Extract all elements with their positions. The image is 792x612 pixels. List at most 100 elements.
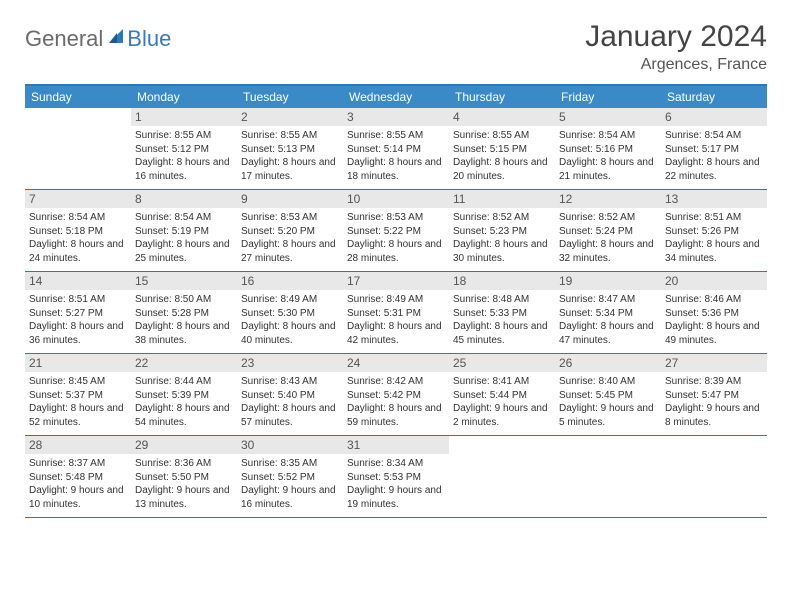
day-details: Sunrise: 8:55 AMSunset: 5:15 PMDaylight:… — [453, 129, 551, 183]
day-number: 9 — [237, 190, 343, 208]
day-cell — [555, 436, 661, 517]
sunrise-text: Sunrise: 8:53 AM — [347, 211, 445, 225]
sunset-text: Sunset: 5:48 PM — [29, 471, 127, 485]
weeks-container: 1Sunrise: 8:55 AMSunset: 5:12 PMDaylight… — [25, 108, 767, 518]
day-cell: 26Sunrise: 8:40 AMSunset: 5:45 PMDayligh… — [555, 354, 661, 435]
daylight-text: Daylight: 9 hours and 16 minutes. — [241, 484, 339, 511]
day-number: 27 — [661, 354, 767, 372]
daylight-text: Daylight: 8 hours and 28 minutes. — [347, 238, 445, 265]
day-cell: 15Sunrise: 8:50 AMSunset: 5:28 PMDayligh… — [131, 272, 237, 353]
day-cell — [449, 436, 555, 517]
day-details: Sunrise: 8:34 AMSunset: 5:53 PMDaylight:… — [347, 457, 445, 511]
sunrise-text: Sunrise: 8:52 AM — [559, 211, 657, 225]
sunset-text: Sunset: 5:40 PM — [241, 389, 339, 403]
day-number: 29 — [131, 436, 237, 454]
sunset-text: Sunset: 5:23 PM — [453, 225, 551, 239]
day-details: Sunrise: 8:51 AMSunset: 5:27 PMDaylight:… — [29, 293, 127, 347]
day-details: Sunrise: 8:52 AMSunset: 5:24 PMDaylight:… — [559, 211, 657, 265]
day-details: Sunrise: 8:55 AMSunset: 5:14 PMDaylight:… — [347, 129, 445, 183]
logo-text-general: General — [25, 26, 103, 52]
sunset-text: Sunset: 5:36 PM — [665, 307, 763, 321]
day-details: Sunrise: 8:36 AMSunset: 5:50 PMDaylight:… — [135, 457, 233, 511]
month-title: January 2024 — [585, 20, 767, 54]
day-number: 31 — [343, 436, 449, 454]
location-label: Argences, France — [585, 56, 767, 74]
weekday-header: Wednesday — [343, 86, 449, 108]
day-cell: 23Sunrise: 8:43 AMSunset: 5:40 PMDayligh… — [237, 354, 343, 435]
day-cell: 18Sunrise: 8:48 AMSunset: 5:33 PMDayligh… — [449, 272, 555, 353]
day-number: 16 — [237, 272, 343, 290]
day-cell: 3Sunrise: 8:55 AMSunset: 5:14 PMDaylight… — [343, 108, 449, 189]
sunrise-text: Sunrise: 8:54 AM — [665, 129, 763, 143]
day-number: 30 — [237, 436, 343, 454]
day-cell: 12 Sunrise: 8:52 AMSunset: 5:24 PMDayligh… — [555, 190, 661, 271]
day-number: 19 — [555, 272, 661, 290]
day-number: 1 — [131, 108, 237, 126]
daylight-text: Daylight: 8 hours and 40 minutes. — [241, 320, 339, 347]
sunset-text: Sunset: 5:44 PM — [453, 389, 551, 403]
day-details: Sunrise: 8:53 AMSunset: 5:20 PMDaylight:… — [241, 211, 339, 265]
day-details: Sunrise: 8:54 AMSunset: 5:19 PMDaylight:… — [135, 211, 233, 265]
sunset-text: Sunset: 5:47 PM — [665, 389, 763, 403]
day-number: 12 — [555, 190, 661, 208]
calendar-grid: Sunday Monday Tuesday Wednesday Thursday… — [25, 84, 767, 518]
daylight-text: Daylight: 8 hours and 42 minutes. — [347, 320, 445, 347]
daylight-text: Daylight: 8 hours and 24 minutes. — [29, 238, 127, 265]
day-cell: 20Sunrise: 8:46 AMSunset: 5:36 PMDayligh… — [661, 272, 767, 353]
day-number-empty — [449, 436, 555, 454]
day-cell: 1Sunrise: 8:55 AMSunset: 5:12 PMDaylight… — [131, 108, 237, 189]
day-details: Sunrise: 8:53 AMSunset: 5:22 PMDaylight:… — [347, 211, 445, 265]
day-cell: 21Sunrise: 8:45 AMSunset: 5:37 PMDayligh… — [25, 354, 131, 435]
day-number-empty — [555, 436, 661, 454]
day-cell — [25, 108, 131, 189]
daylight-text: Daylight: 8 hours and 16 minutes. — [135, 156, 233, 183]
sunrise-text: Sunrise: 8:48 AM — [453, 293, 551, 307]
daylight-text: Daylight: 8 hours and 36 minutes. — [29, 320, 127, 347]
day-details: Sunrise: 8:42 AMSunset: 5:42 PMDaylight:… — [347, 375, 445, 429]
day-cell: 19 Sunrise: 8:47 AMSunset: 5:34 PMDayligh… — [555, 272, 661, 353]
day-cell: 25Sunrise: 8:41 AMSunset: 5:44 PMDayligh… — [449, 354, 555, 435]
sunrise-text: Sunrise: 8:49 AM — [347, 293, 445, 307]
weekday-header-row: Sunday Monday Tuesday Wednesday Thursday… — [25, 86, 767, 108]
sunset-text: Sunset: 5:50 PM — [135, 471, 233, 485]
sunset-text: Sunset: 5:31 PM — [347, 307, 445, 321]
sunset-text: Sunset: 5:33 PM — [453, 307, 551, 321]
day-cell: 29 Sunrise: 8:36 AMSunset: 5:50 PMDayligh… — [131, 436, 237, 517]
sunrise-text: Sunrise: 8:43 AM — [241, 375, 339, 389]
daylight-text: Daylight: 8 hours and 59 minutes. — [347, 402, 445, 429]
day-details: Sunrise: 8:35 AMSunset: 5:52 PMDaylight:… — [241, 457, 339, 511]
sunset-text: Sunset: 5:24 PM — [559, 225, 657, 239]
day-cell: 4 Sunrise: 8:55 AMSunset: 5:15 PMDaylight… — [449, 108, 555, 189]
day-cell: 16Sunrise: 8:49 AMSunset: 5:30 PMDayligh… — [237, 272, 343, 353]
sunrise-text: Sunrise: 8:55 AM — [241, 129, 339, 143]
day-details: Sunrise: 8:43 AMSunset: 5:40 PMDaylight:… — [241, 375, 339, 429]
day-number: 28 — [25, 436, 131, 454]
sunrise-text: Sunrise: 8:51 AM — [29, 293, 127, 307]
day-details: Sunrise: 8:39 AMSunset: 5:47 PMDaylight:… — [665, 375, 763, 429]
daylight-text: Daylight: 8 hours and 45 minutes. — [453, 320, 551, 347]
daylight-text: Daylight: 9 hours and 10 minutes. — [29, 484, 127, 511]
sunset-text: Sunset: 5:27 PM — [29, 307, 127, 321]
day-details: Sunrise: 8:51 AMSunset: 5:26 PMDaylight:… — [665, 211, 763, 265]
sunset-text: Sunset: 5:26 PM — [665, 225, 763, 239]
weekday-header: Thursday — [449, 86, 555, 108]
sunrise-text: Sunrise: 8:44 AM — [135, 375, 233, 389]
day-cell: 11Sunrise: 8:52 AMSunset: 5:23 PMDayligh… — [449, 190, 555, 271]
day-cell: 28Sunrise: 8:37 AMSunset: 5:48 PMDayligh… — [25, 436, 131, 517]
day-number: 24 — [343, 354, 449, 372]
day-details: Sunrise: 8:47 AMSunset: 5:34 PMDaylight:… — [559, 293, 657, 347]
day-number: 4 — [449, 108, 555, 126]
logo-sail-icon — [107, 27, 125, 50]
day-cell: 22Sunrise: 8:44 AMSunset: 5:39 PMDayligh… — [131, 354, 237, 435]
day-cell: 8Sunrise: 8:54 AMSunset: 5:19 PMDaylight… — [131, 190, 237, 271]
sunset-text: Sunset: 5:12 PM — [135, 143, 233, 157]
weekday-header: Monday — [131, 86, 237, 108]
sunset-text: Sunset: 5:16 PM — [559, 143, 657, 157]
day-cell: 6Sunrise: 8:54 AMSunset: 5:17 PMDaylight… — [661, 108, 767, 189]
sunrise-text: Sunrise: 8:45 AM — [29, 375, 127, 389]
sunrise-text: Sunrise: 8:54 AM — [29, 211, 127, 225]
sunset-text: Sunset: 5:19 PM — [135, 225, 233, 239]
day-cell: 5Sunrise: 8:54 AMSunset: 5:16 PMDaylight… — [555, 108, 661, 189]
daylight-text: Daylight: 8 hours and 27 minutes. — [241, 238, 339, 265]
sunrise-text: Sunrise: 8:36 AM — [135, 457, 233, 471]
